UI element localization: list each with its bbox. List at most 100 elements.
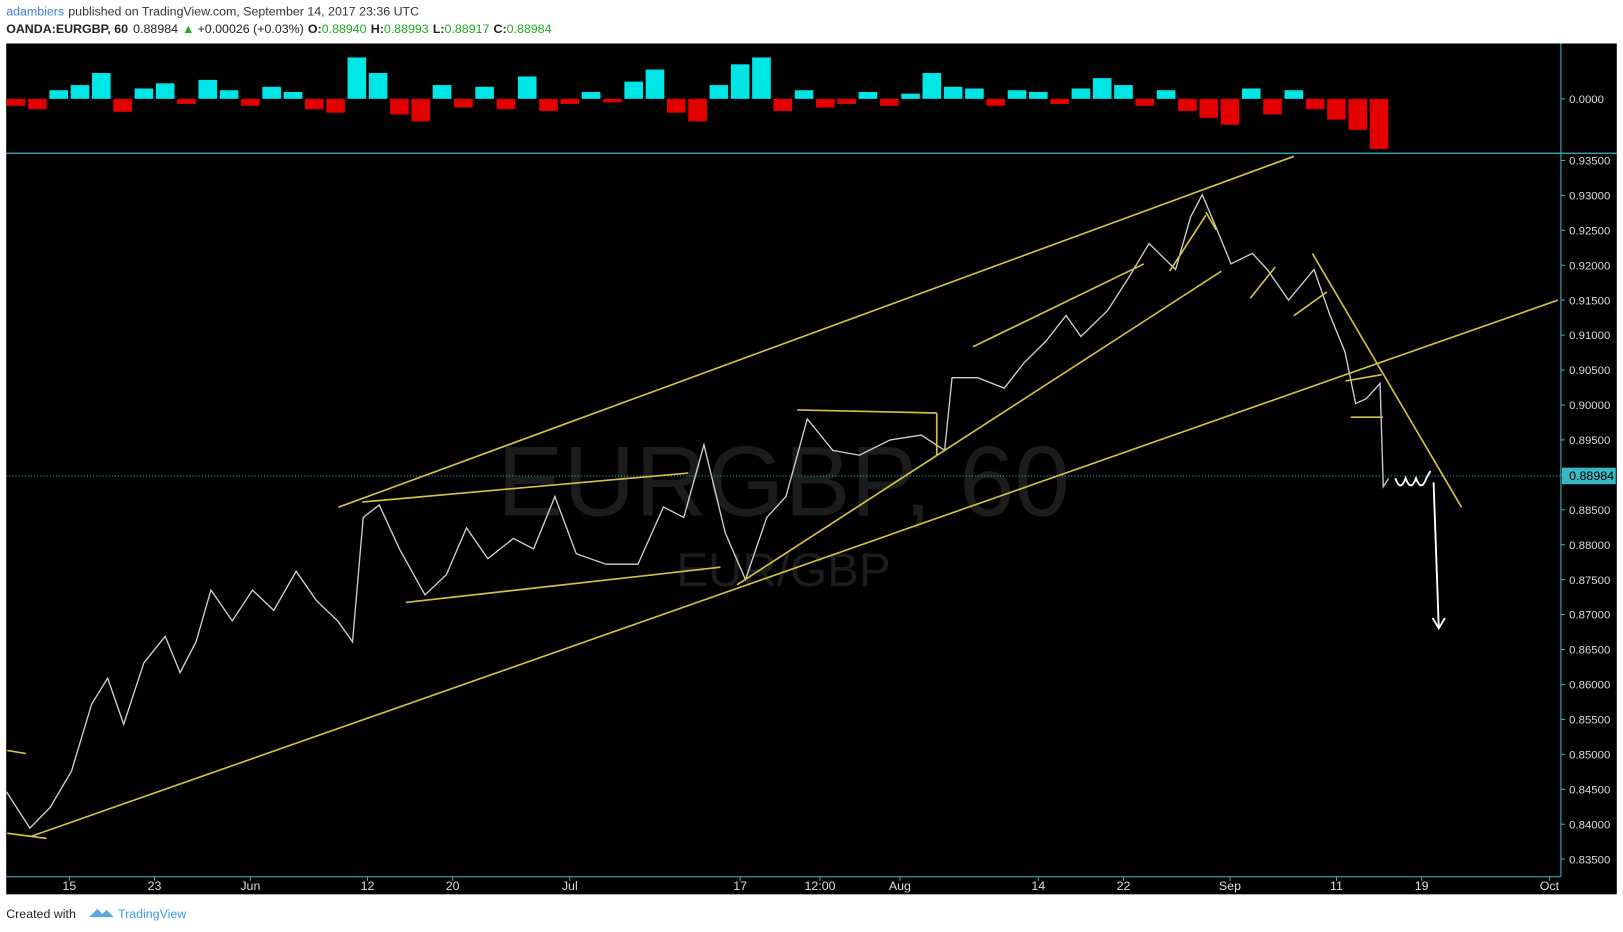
trendline [1249, 266, 1276, 299]
plot: 0.0000 0.83500 0.84000 0.84500 0.85000 0.8550… [5, 57, 1616, 893]
histogram-bar [1305, 98, 1325, 110]
histogram-bar [1156, 90, 1176, 99]
published: published on TradingView.com, September … [68, 5, 419, 19]
change: +0.00026 (+0.03%) [198, 22, 304, 36]
trendline [7, 832, 47, 840]
footer-brand[interactable]: TradingView [118, 907, 186, 921]
low-label: L: [433, 22, 445, 36]
x-tick-label: 22 [1117, 879, 1131, 893]
x-tick-label: 17 [733, 879, 747, 893]
histogram-bar [517, 76, 537, 99]
arrow-line [1432, 482, 1440, 628]
trendlines [7, 155, 1559, 840]
histogram-bar [496, 98, 516, 110]
histogram-bar [1327, 98, 1346, 120]
arrow-head [1431, 617, 1446, 631]
histogram-bar [816, 98, 835, 108]
histogram-bar [901, 93, 920, 99]
histogram-bar [1369, 98, 1389, 149]
histogram-bar [241, 98, 260, 106]
trendline [7, 749, 27, 755]
y-tick-label: 0.93500 [1569, 156, 1610, 168]
y-tick-label: 0.87000 [1569, 610, 1610, 622]
histogram-bar [581, 91, 601, 99]
histogram-bar [347, 57, 367, 99]
arrow: ▲ [182, 22, 194, 36]
wave [1394, 470, 1432, 487]
histogram-bar [1050, 98, 1069, 105]
histogram-bar [666, 98, 686, 113]
histogram-bar [283, 91, 303, 99]
y-tick-label: 0.88500 [1569, 505, 1610, 517]
x-tick-label: 12:00 [804, 879, 835, 893]
trendline [30, 299, 1559, 838]
histogram-bar [113, 98, 132, 112]
open: 0.88940 [322, 22, 367, 36]
histogram-bar [390, 98, 409, 115]
y-tick-label: 0.0000 [1569, 94, 1604, 106]
histogram-bar [773, 98, 793, 111]
histogram-bar [965, 88, 984, 99]
histogram-bar [304, 98, 324, 110]
x-tick-label: 19 [1415, 879, 1429, 893]
trendline [1168, 214, 1207, 272]
histogram-bar [1028, 91, 1048, 99]
histogram-bar [411, 98, 431, 122]
histogram-bar [1135, 98, 1155, 106]
trendline [972, 263, 1145, 348]
histogram-bar [1220, 98, 1240, 125]
histogram-bar [1092, 78, 1112, 99]
y-tick-label: 0.83500 [1569, 854, 1610, 866]
histogram-bar [645, 69, 665, 99]
x-tick-label: Jun [240, 879, 260, 893]
histogram-bar [603, 98, 622, 103]
symbol: OANDA:EURGBP, 60 [6, 22, 128, 36]
histogram-bar [432, 85, 452, 99]
histogram-bar [177, 98, 196, 105]
histogram-bar [6, 98, 26, 106]
histogram-bar [688, 98, 707, 122]
trendline [796, 409, 937, 414]
y-tick-label: 0.86500 [1569, 645, 1610, 657]
histogram-bar [943, 86, 963, 99]
x-tick-label: Jul [562, 879, 578, 893]
histogram-bar [28, 98, 47, 110]
author[interactable]: adambiers [6, 5, 64, 19]
histogram-bar [1071, 88, 1091, 99]
trendline [405, 566, 721, 604]
histogram-bar [1114, 85, 1133, 99]
price-line [5, 193, 1390, 830]
last-price-label: 0.88984 [1569, 469, 1614, 483]
histogram-bar [539, 98, 558, 111]
y-tick-label: 0.84000 [1569, 819, 1610, 831]
last-price-box [1561, 467, 1616, 485]
x-tick-label: Oct [1540, 879, 1560, 893]
histogram-bar [879, 98, 899, 106]
histogram-bar [198, 79, 218, 99]
low: 0.88917 [445, 22, 490, 36]
y-tick-label: 0.90000 [1569, 400, 1610, 412]
histogram-bar [1348, 98, 1368, 130]
x-tick-label: 15 [62, 879, 76, 893]
x-tick-label: 12 [361, 879, 375, 893]
histogram-bar [368, 72, 388, 99]
y-tick-label: 0.85500 [1569, 715, 1610, 727]
price: 0.88984 [133, 22, 178, 36]
y-tick-label: 0.91000 [1569, 330, 1610, 342]
histogram-bar [1241, 88, 1261, 99]
histogram-bar [1007, 90, 1027, 99]
ticker-line: OANDA:EURGBP, 60 0.88984 ▲ +0.00026 (+0.03%… [6, 22, 551, 36]
y-tick-label: 0.90500 [1569, 365, 1610, 377]
trendline [1205, 211, 1217, 231]
y-tick-label: 0.86000 [1569, 680, 1610, 692]
histogram-bar [922, 72, 942, 99]
histogram-bar [1178, 98, 1197, 111]
trendline [1345, 373, 1382, 382]
trendline [362, 472, 689, 503]
watermark-sub: EUR/GBP [676, 544, 890, 597]
histogram-bar [1284, 90, 1304, 99]
close: 0.88984 [507, 22, 552, 36]
histogram-bar [1199, 98, 1218, 118]
histogram-bar [219, 90, 239, 99]
